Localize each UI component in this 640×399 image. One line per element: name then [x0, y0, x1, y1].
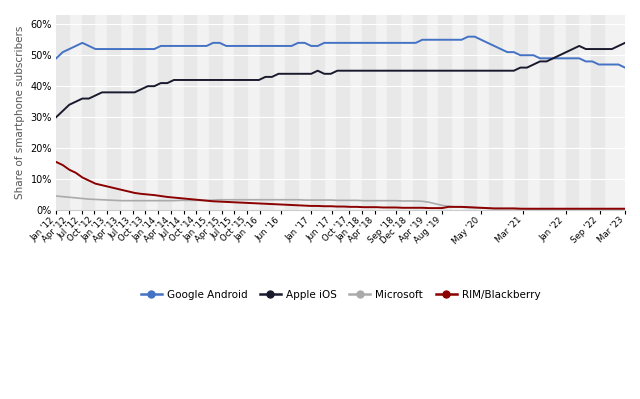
Bar — [464, 15, 476, 210]
Bar — [209, 15, 222, 210]
Legend: Google Android, Apple iOS, Microsoft, RIM/Blackberry: Google Android, Apple iOS, Microsoft, RI… — [137, 285, 545, 304]
Bar — [591, 15, 604, 210]
Bar — [285, 15, 298, 210]
Y-axis label: Share of smartphone subscribers: Share of smartphone subscribers — [15, 26, 25, 199]
Bar — [362, 15, 374, 210]
Bar — [184, 15, 196, 210]
Bar — [337, 15, 349, 210]
Bar — [260, 15, 273, 210]
Bar — [56, 15, 69, 210]
Bar — [234, 15, 247, 210]
Bar — [489, 15, 502, 210]
Bar — [82, 15, 95, 210]
Bar — [413, 15, 426, 210]
Bar — [387, 15, 400, 210]
Bar — [566, 15, 579, 210]
Bar — [311, 15, 324, 210]
Bar — [107, 15, 120, 210]
Bar — [132, 15, 145, 210]
Bar — [158, 15, 171, 210]
Bar — [540, 15, 553, 210]
Bar — [515, 15, 527, 210]
Bar — [438, 15, 451, 210]
